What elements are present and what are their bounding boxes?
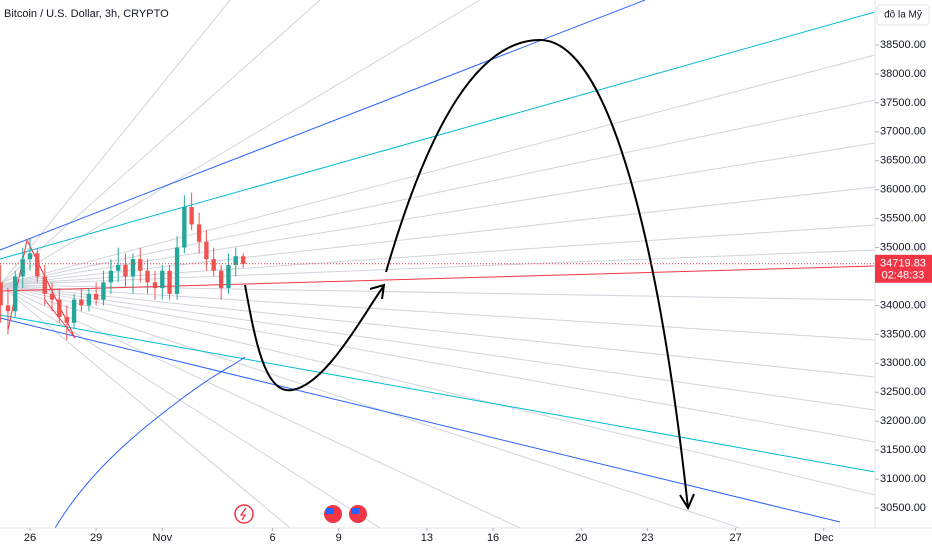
pattern-lines [7,238,76,339]
candle-body [196,224,202,242]
median-line [0,265,875,292]
y-tick-label: 34000.00 [880,299,926,311]
candle-body [86,293,92,306]
channel-upper [0,0,646,251]
candle-body [145,270,150,283]
y-tick-label: 32000.00 [880,415,926,427]
candle-body [138,259,143,271]
candle-body [130,259,136,277]
candle-body [182,207,187,248]
x-tick-label: Dec [814,532,834,544]
candle-body [49,293,55,300]
y-tick-label: 38000.00 [880,68,926,80]
arrow-path [244,284,384,392]
x-tick-label: 9 [336,532,342,544]
candle-body [71,299,77,323]
y-tick-label: 32500.00 [880,386,926,398]
currency-label: đô la Mỹ [884,10,922,21]
arrow-path [385,38,689,509]
event-icon[interactable] [234,504,254,524]
y-tick-label: 33500.00 [880,328,926,340]
y-tick-label: 35000.00 [880,241,926,253]
y-tick-label: 36000.00 [880,184,926,196]
y-tick-label: 35500.00 [880,213,926,225]
y-tick-label: 37500.00 [880,97,926,109]
y-tick-label: 38500.00 [880,39,926,51]
y-tick-label: 33000.00 [880,357,926,369]
candle-body [174,247,180,294]
candle-body [152,282,158,289]
series [0,192,246,341]
x-tick-label: 6 [269,532,275,544]
x-tick-label: 27 [730,532,742,544]
x-tick-label: 26 [24,532,36,544]
candle-body [5,305,11,312]
candle-body [160,270,165,289]
candle-body [218,270,224,289]
x-tick-label: 23 [641,532,653,544]
x-tick-label: 16 [487,532,499,544]
candle-body [20,259,25,277]
arrow-head [369,283,386,300]
x-tick-label: 13 [421,532,433,544]
chart-title: Bitcoin / U.S. Dollar, 3h, CRYPTO [4,8,169,20]
currency-button[interactable] [876,4,930,26]
x-tick-label: 20 [575,532,587,544]
candle-body [226,264,231,289]
channel-inner-lower [0,314,875,473]
candle-body [64,317,69,323]
drawings [0,0,875,528]
candle-body [167,270,172,294]
y-tick-label: 31000.00 [880,473,926,485]
candle-body [0,282,3,306]
candle-body [101,282,106,300]
candle-body [108,270,114,283]
arrow-head [679,493,695,511]
blue-curve [54,356,246,528]
channel-lower [0,317,841,523]
candle-body [79,299,84,306]
candle-body [241,256,246,264]
price-label: 34719.83 [880,258,926,270]
candle-body [35,253,40,277]
y-tick-label: 37000.00 [880,126,926,138]
y-tick-label: 31500.00 [880,444,926,456]
x-tick-label: 29 [90,532,102,544]
candle-body [57,299,62,318]
y-tick-label: 30500.00 [880,502,926,514]
candle-body [42,276,47,294]
candle-body [93,293,99,300]
candle-body [13,276,18,312]
countdown-label: 02:48:33 [882,270,925,282]
fan-lines [0,0,875,528]
x-tick-label: Nov [153,532,173,544]
price-label-box [875,254,932,283]
y-tick-label: 36500.00 [880,155,926,167]
candle-body [27,253,33,260]
candle-body [233,256,238,265]
candle-body [204,241,209,260]
candle-body [211,259,216,271]
event-icons [234,504,367,524]
candle-body [123,264,128,277]
candle-body [116,264,121,271]
candle-body [189,207,194,225]
